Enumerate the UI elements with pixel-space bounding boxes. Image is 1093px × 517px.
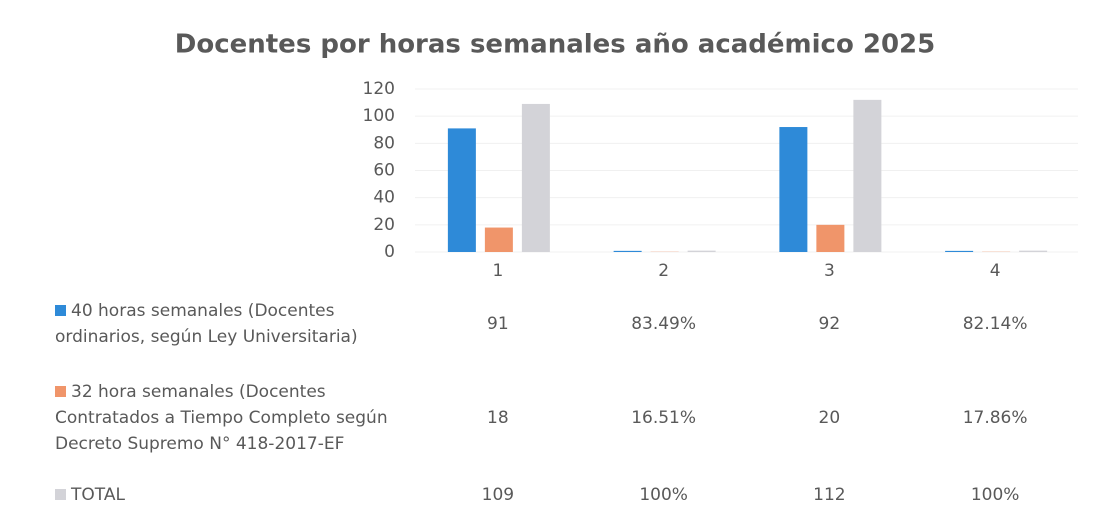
table-cell: 91 [487, 314, 509, 334]
legend-entry: 40 horas semanales (Docentes ordinarios,… [55, 298, 400, 350]
x-tick-label: 2 [658, 261, 669, 281]
table-cell: 100% [639, 485, 688, 505]
table-cell: 82.14% [962, 314, 1028, 334]
bar [779, 127, 808, 252]
y-tick-label: 40 [373, 188, 395, 208]
y-tick-label: 0 [384, 242, 395, 262]
legend-swatch [55, 489, 66, 500]
table-cell: 18 [487, 408, 509, 428]
bar [484, 227, 513, 252]
bar [853, 99, 882, 252]
x-tick-label: 1 [492, 261, 503, 281]
y-tick-label: 80 [373, 133, 395, 153]
chart-title: Docentes por horas semanales año académi… [175, 30, 936, 60]
legend-swatch [55, 305, 66, 316]
table-cell: 109 [481, 485, 515, 505]
legend-entry: TOTAL [55, 482, 400, 508]
table-cell: 17.86% [962, 408, 1028, 428]
table-cell: 16.51% [631, 408, 697, 428]
bar [447, 128, 476, 252]
bar [687, 250, 716, 252]
legend-label: 40 horas semanales (Docentes ordinarios,… [55, 301, 358, 347]
table-cell: 100% [970, 485, 1020, 505]
table-cell: 83.49% [631, 314, 697, 334]
y-tick-label: 120 [363, 79, 395, 99]
table-cell: 112 [813, 485, 846, 505]
x-tick-label: 3 [824, 261, 835, 281]
y-tick-label: 100 [363, 106, 395, 126]
legend-swatch [55, 386, 66, 397]
bar [816, 224, 845, 252]
bar [521, 103, 550, 252]
x-tick-label: 4 [990, 261, 1001, 281]
table-cell: 20 [818, 408, 841, 428]
legend-entry: 32 hora semanales (Docentes Contratados … [55, 379, 400, 457]
y-tick-label: 60 [373, 161, 395, 181]
legend-label: 32 hora semanales (Docentes Contratados … [55, 382, 388, 454]
legend-label: TOTAL [71, 485, 125, 505]
y-tick-label: 20 [373, 215, 395, 235]
bar [613, 250, 642, 252]
bar [1019, 250, 1048, 252]
bar [945, 250, 974, 252]
table-cell: 92 [818, 314, 841, 334]
